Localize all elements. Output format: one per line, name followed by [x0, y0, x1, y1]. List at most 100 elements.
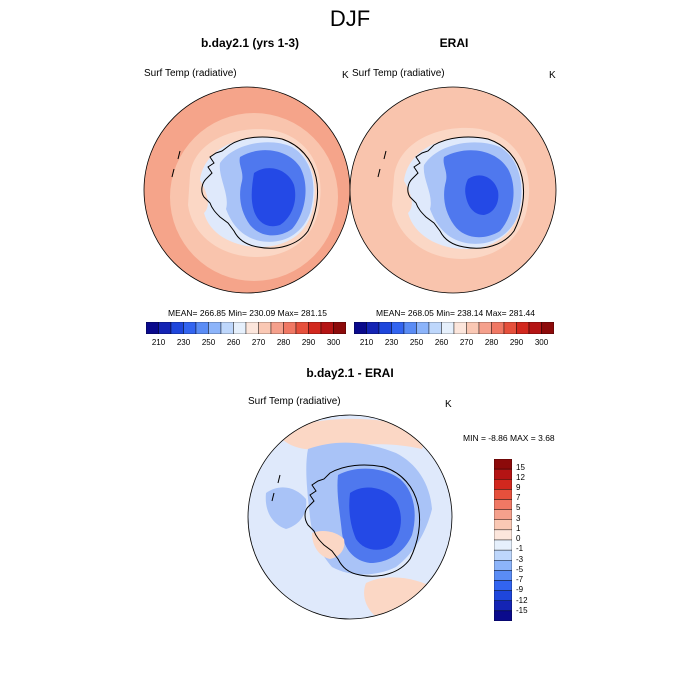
colorbar-swatch: [494, 459, 512, 470]
colorbar-tick-label: -5: [516, 565, 524, 574]
colorbar-tick-label: -9: [516, 585, 524, 594]
colorbar-swatch: [516, 322, 530, 334]
colorbar-swatch: [441, 322, 455, 334]
colorbar-swatch: [258, 322, 272, 334]
colorbar-tick-label: -1: [516, 544, 524, 553]
panel-3-colorbar-labels: 15 12 9 7 5 3 1 0 -1 -3 -5 -7 -9 -12 -15: [516, 459, 546, 621]
colorbar-tick-label: 5: [516, 503, 521, 512]
panel-2-units-label: K: [549, 70, 556, 81]
colorbar-swatch: [453, 322, 467, 334]
colorbar-tick-label: -3: [516, 555, 524, 564]
colorbar-swatch: [428, 322, 442, 334]
colorbar-swatch: [494, 499, 512, 510]
panel-1-stats: MEAN= 266.85 Min= 230.09 Max= 281.15: [168, 308, 328, 318]
panel-2-colorbar: [354, 322, 554, 334]
colorbar-tick-label: 260: [434, 338, 449, 347]
panel-1-units-label: K: [342, 70, 349, 81]
colorbar-tick-label: -12: [516, 596, 528, 605]
colorbar-swatch: [466, 322, 480, 334]
colorbar-tick-label: 9: [516, 483, 521, 492]
colorbar-swatch: [233, 322, 247, 334]
colorbar-swatch: [494, 509, 512, 520]
colorbar-swatch: [494, 479, 512, 490]
panel-1-variable-label: Surf Temp (radiative): [144, 68, 237, 79]
colorbar-swatch: [320, 322, 334, 334]
panel-3-units-label: K: [445, 399, 452, 410]
panel-2-variable-label: Surf Temp (radiative): [352, 68, 445, 79]
colorbar-swatch: [391, 322, 405, 334]
colorbar-tick-label: -7: [516, 575, 524, 584]
colorbar-tick-label: -15: [516, 606, 528, 615]
colorbar-tick-label: 270: [459, 338, 474, 347]
colorbar-swatch: [478, 322, 492, 334]
panel-2-title: ERAI: [439, 36, 469, 50]
colorbar-tick-label: 290: [301, 338, 316, 347]
colorbar-tick-label: 260: [226, 338, 241, 347]
figure-title: DJF: [329, 6, 371, 31]
panel-2-polar-map: [349, 86, 557, 294]
colorbar-swatch: [333, 322, 346, 334]
colorbar-tick-label: 210: [359, 338, 374, 347]
colorbar-tick-label: 3: [516, 514, 521, 523]
colorbar-tick-label: 250: [409, 338, 424, 347]
colorbar-swatch: [378, 322, 392, 334]
colorbar-swatch: [416, 322, 430, 334]
colorbar-swatch: [494, 600, 512, 612]
colorbar-swatch: [403, 322, 417, 334]
colorbar-swatch: [494, 590, 512, 601]
panel-3-stats: MIN = -8.86 MAX = 3.68: [463, 433, 555, 443]
colorbar-swatch: [295, 322, 309, 334]
colorbar-tick-label: 290: [509, 338, 524, 347]
colorbar-swatch: [308, 322, 322, 334]
colorbar-swatch: [494, 468, 512, 480]
colorbar-tick-label: 230: [384, 338, 399, 347]
colorbar-swatch: [494, 570, 512, 581]
colorbar-swatch: [183, 322, 197, 334]
panel-3-colorbar: [494, 459, 512, 621]
colorbar-swatch: [494, 519, 512, 531]
colorbar-tick-label: 210: [151, 338, 166, 347]
colorbar-swatch: [158, 322, 172, 334]
colorbar-tick-label: 270: [251, 338, 266, 347]
colorbar-tick-label: 250: [201, 338, 216, 347]
colorbar-swatch: [195, 322, 209, 334]
colorbar-swatch: [494, 489, 512, 500]
panel-2-stats: MEAN= 268.05 Min= 238.14 Max= 281.44: [376, 308, 536, 318]
colorbar-tick-label: 7: [516, 493, 521, 502]
colorbar-swatch: [494, 610, 512, 621]
colorbar-tick-label: 230: [176, 338, 191, 347]
colorbar-tick-label: 1: [516, 524, 521, 533]
colorbar-swatch: [146, 322, 159, 334]
colorbar-tick-label: 12: [516, 473, 525, 482]
colorbar-swatch: [270, 322, 284, 334]
panel-3-variable-label: Surf Temp (radiative): [248, 396, 341, 407]
colorbar-swatch: [494, 529, 512, 541]
colorbar-swatch: [491, 322, 505, 334]
colorbar-tick-label: 0: [516, 534, 521, 543]
colorbar-swatch: [528, 322, 542, 334]
colorbar-tick-label: 15: [516, 463, 525, 472]
colorbar-swatch: [541, 322, 554, 334]
panel-1-colorbar: [146, 322, 346, 334]
panel-2-colorbar-labels: 210 230 250 260 270 280 290 300: [354, 338, 554, 350]
colorbar-tick-label: 280: [484, 338, 499, 347]
colorbar-swatch: [494, 560, 512, 571]
panel-3-difference-map: [247, 414, 453, 620]
panel-1-title: b.day2.1 (yrs 1-3): [200, 36, 300, 50]
colorbar-swatch: [208, 322, 222, 334]
colorbar-swatch: [494, 539, 512, 551]
colorbar-swatch: [283, 322, 297, 334]
panel-1-colorbar-labels: 210 230 250 260 270 280 290 300: [146, 338, 346, 350]
colorbar-swatch: [170, 322, 184, 334]
panel-1-polar-map: [143, 86, 351, 294]
colorbar-tick-label: 280: [276, 338, 291, 347]
colorbar-swatch: [354, 322, 367, 334]
colorbar-swatch: [220, 322, 234, 334]
colorbar-swatch: [503, 322, 517, 334]
colorbar-swatch: [494, 549, 512, 561]
colorbar-swatch: [494, 580, 512, 591]
colorbar-tick-label: 300: [534, 338, 549, 347]
colorbar-swatch: [245, 322, 259, 334]
panel-3-title: b.day2.1 - ERAI: [306, 366, 394, 380]
colorbar-tick-label: 300: [326, 338, 341, 347]
